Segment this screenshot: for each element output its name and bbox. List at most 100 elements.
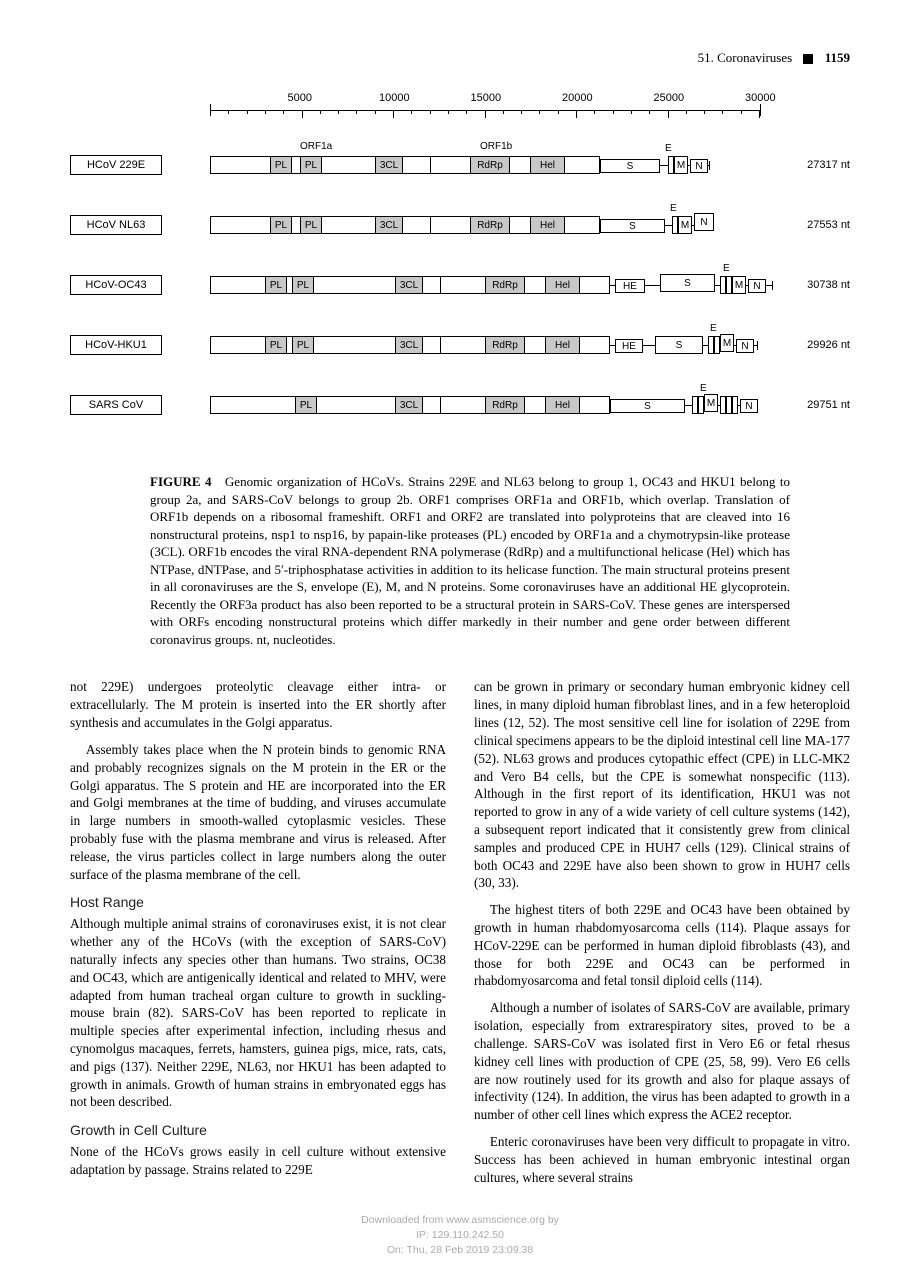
gene-n: N [690,159,708,173]
gene-3cl: 3CL [375,156,403,174]
orf-box [440,276,610,294]
gene-3cl: 3CL [395,396,423,414]
para: None of the HCoVs grows easily in cell c… [70,1143,446,1179]
ruler-minor-tick [649,110,650,114]
gene-rdrp: RdRp [485,276,525,294]
page-header: 51. Coronaviruses 1159 [70,50,850,66]
ruler-minor-tick [320,110,321,114]
gene-pl: PL [292,336,314,354]
gene-3cl: 3CL [375,216,403,234]
orf-label: ORF1a [300,141,332,152]
gene-hel: Hel [545,336,580,354]
body-columns: not 229E) undergoes proteolytic cleavage… [70,678,850,1195]
gene-s: S [660,274,715,292]
ruler-minor-tick [466,110,467,114]
orf-box [732,396,738,414]
track-length: 27317 nt [807,159,850,171]
right-column: can be grown in primary or secondary hum… [474,678,850,1195]
genome-diagram: 50001000015000200002500030000HCoV 229E27… [70,96,850,461]
gene-n: N [736,339,754,353]
gene-s: S [655,336,703,354]
gene-m: M [674,156,688,174]
para: Although multiple animal strains of coro… [70,915,446,1111]
footer-line: Downloaded from www.asmscience.org by [70,1213,850,1228]
gene-3cl: 3CL [395,276,423,294]
page-number: 1159 [825,50,850,65]
ruler-tick-label: 15000 [471,92,502,104]
ruler-minor-tick [741,110,742,114]
figure-number: FIGURE 4 [150,474,212,489]
ruler-minor-tick [686,110,687,114]
ruler-minor-tick [375,110,376,114]
gene-pl: PL [300,216,322,234]
orf-label: E [665,143,672,154]
chapter-label: 51. Coronaviruses [698,50,793,65]
orf-label: E [710,323,717,334]
ruler-minor-tick [503,110,504,114]
ruler-minor-tick [338,110,339,114]
gene-s: S [600,159,660,173]
ruler-minor-tick [521,110,522,114]
gene-m: M [720,334,734,352]
genome-track: SARS CoV29751 ntEPL3CLRdRpHelSMN [70,381,850,436]
ruler-tick [485,110,486,118]
gene-hel: Hel [530,156,565,174]
gene-he: HE [615,279,645,293]
orf-box [430,156,600,174]
ruler-tick [759,110,760,118]
gene-he: HE [615,339,643,353]
track-name: HCoV 229E [70,155,162,175]
footer-line: IP: 129.110.242.50 [70,1228,850,1243]
ruler-cap [760,104,761,116]
track-length: 29926 nt [807,339,850,351]
ruler-minor-tick [265,110,266,114]
genome-track: HCoV NL6327553 ntEPLPL3CLRdRpHelSMN [70,201,850,256]
figure-caption: FIGURE 4 Genomic organization of HCoVs. … [150,473,790,648]
para: Enteric coronaviruses have been very dif… [474,1133,850,1186]
ruler-minor-tick [631,110,632,114]
gene-s: S [600,219,665,233]
ruler-minor-tick [539,110,540,114]
ruler-tick-label: 20000 [562,92,593,104]
caption-text: Genomic organization of HCoVs. Strains 2… [150,474,790,647]
orf-label: E [700,383,707,394]
orf-label: ORF1b [480,141,512,152]
gene-pl: PL [270,156,292,174]
ruler-minor-tick [594,110,595,114]
ruler-minor-tick [283,110,284,114]
heading-host-range: Host Range [70,893,446,912]
ruler-minor-tick [558,110,559,114]
para: can be grown in primary or secondary hum… [474,678,850,892]
track-name: HCoV NL63 [70,215,162,235]
gene-rdrp: RdRp [470,156,510,174]
ruler-minor-tick [613,110,614,114]
ruler-tick [668,110,669,118]
gene-rdrp: RdRp [485,396,525,414]
track-name: SARS CoV [70,395,162,415]
gene-rdrp: RdRp [485,336,525,354]
download-footer: Downloaded from www.asmscience.org by IP… [70,1213,850,1257]
gene-rdrp: RdRp [470,216,510,234]
gene-pl: PL [295,396,317,414]
figure-4: 50001000015000200002500030000HCoV 229E27… [70,96,850,648]
track-name: HCoV-HKU1 [70,335,162,355]
track-length: 30738 nt [807,279,850,291]
gene-n: N [694,213,714,231]
orf-box [440,336,610,354]
header-marker [803,54,813,64]
ruler-minor-tick [704,110,705,114]
gene-hel: Hel [545,276,580,294]
gene-pl: PL [265,336,287,354]
orf-label: E [670,203,677,214]
heading-cell-culture: Growth in Cell Culture [70,1121,446,1140]
orf-box [430,216,600,234]
gene-s: S [610,399,685,413]
ruler-minor-tick [247,110,248,114]
gene-hel: Hel [530,216,565,234]
gene-pl: PL [300,156,322,174]
ruler-minor-tick [722,110,723,114]
ruler-minor-tick [411,110,412,114]
track-length: 29751 nt [807,399,850,411]
gene-pl: PL [292,276,314,294]
gene-hel: Hel [545,396,580,414]
